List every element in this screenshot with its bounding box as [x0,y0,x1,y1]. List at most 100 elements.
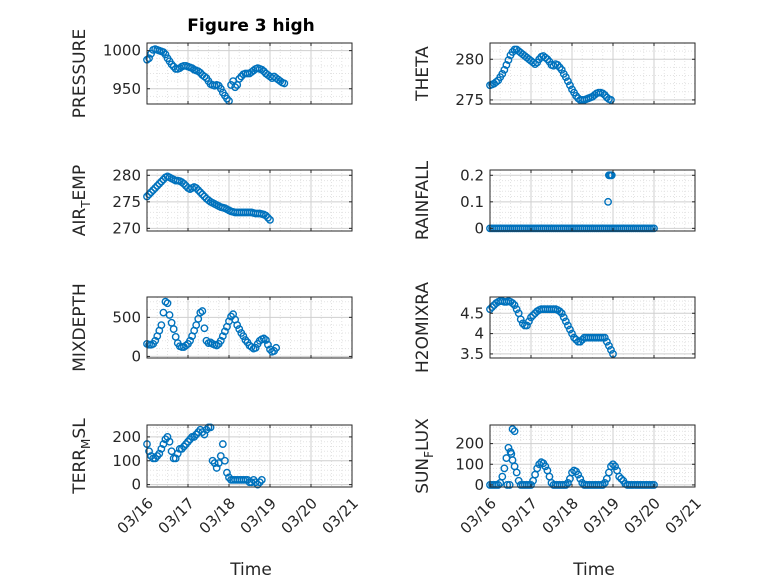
data-point [233,321,242,330]
data-point [196,308,205,317]
data-point [216,452,225,460]
y-axis-label-subscript: T [79,200,93,209]
data-point [145,447,153,456]
y-axis-label: PRESSURE [70,29,90,118]
y-axis-label-rest: SL [70,418,90,439]
data-point [523,321,531,330]
y-axis-label-subscript: F [422,451,436,458]
data-point [165,311,174,319]
data-point [561,73,570,82]
data-point [186,336,194,345]
y-tick-label: 200 [455,435,484,453]
subplot-rainfall: 0 0.1 0.2 RAINFALL [413,160,696,240]
data-point [216,336,225,345]
data-point [220,327,229,336]
data-point [607,345,615,354]
y-axis-label: RAINFALL [413,160,433,240]
y-tick-label: 0.1 [460,193,484,211]
axes-box [146,296,353,359]
y-tick-label: 200 [112,428,141,446]
data-point [192,184,201,192]
data-point [505,481,514,489]
data-point [196,68,205,77]
data-point [206,338,215,347]
data-point [566,325,574,334]
data-point [223,94,231,103]
y-tick-label: 280 [455,50,484,68]
y-tick-label: 4 [474,325,484,343]
data-point [151,184,160,192]
y-axis-label: SUNFLUX [413,418,436,494]
axes-box [146,169,353,232]
data-point [264,340,272,349]
data-point [196,188,205,197]
data-point [525,317,533,326]
data-point [151,336,160,345]
data-point [488,303,496,312]
axes-box [146,424,353,488]
data-point [220,456,229,465]
data-point [492,78,501,86]
data-point [512,468,521,477]
data-point [157,177,166,186]
data-point [607,171,616,180]
data-point [280,79,289,88]
data-point [169,325,178,333]
data-point [163,433,172,441]
y-axis-label: THETA [413,46,433,102]
data-series [143,45,289,105]
data-point [153,182,162,190]
y-tick-label: 0 [474,476,484,494]
data-point [541,53,550,62]
data-series [486,425,658,489]
data-point [557,309,566,318]
data-point [218,440,227,448]
data-point [555,307,564,316]
y-tick-label: 500 [112,308,141,326]
data-point [210,459,219,468]
y-tick-label: 280 [112,166,141,184]
data-point [541,462,550,471]
data-point [500,464,509,473]
data-point [261,211,270,220]
data-point [165,437,174,446]
data-point [261,336,270,344]
data-series [143,172,274,224]
x-axis-label-right: Time [572,560,615,580]
data-point [568,329,576,338]
y-tick-label: 0.2 [460,166,484,184]
data-series [143,297,281,356]
data-point [206,423,215,432]
data-point [200,430,209,439]
data-point [617,474,626,483]
data-point [576,474,585,483]
y-axis-label: TERRMSL [70,418,93,495]
data-point [163,299,172,308]
axes-box [489,296,696,359]
figure-title: Figure 3 high [187,16,315,36]
data-point [508,299,517,307]
data-point [559,313,568,322]
data-point [216,84,225,93]
data-point [529,58,537,67]
data-point [533,464,542,473]
data-point [223,468,231,477]
y-tick-label: 100 [455,455,484,473]
y-tick-label: 100 [112,452,141,470]
y-axis-label: H2OMIXRA [413,282,433,373]
y-axis-label-main: AIR [70,208,90,237]
data-point [198,190,207,199]
data-point [504,443,513,452]
subplot-mixdepth: 0 500 MIXDEPTH [70,283,353,372]
data-point [259,67,268,76]
y-axis-label-subscript: M [79,439,93,449]
data-point [239,332,248,341]
data-point [157,321,166,330]
data-point [607,96,615,104]
y-tick-label: 950 [112,80,141,98]
data-point [155,179,164,188]
data-point [566,81,574,90]
axes-box [489,169,696,232]
